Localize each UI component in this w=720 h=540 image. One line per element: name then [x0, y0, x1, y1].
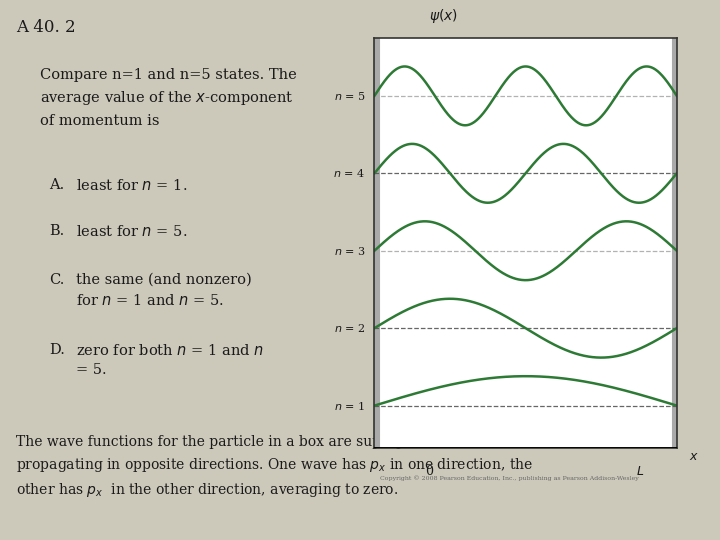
Text: C.: C.: [49, 273, 64, 287]
Text: A.: A.: [49, 178, 64, 192]
Text: the same (and nonzero)
for $n$ = 1 and $n$ = 5.: the same (and nonzero) for $n$ = 1 and $…: [76, 273, 251, 308]
Text: Compare n=1 and n=5 states. The
average value of the $x$-component
of momentum i: Compare n=1 and n=5 states. The average …: [40, 68, 297, 128]
Text: $n$ = 2: $n$ = 2: [334, 322, 365, 334]
Text: 0: 0: [425, 464, 433, 477]
Text: D.: D.: [49, 343, 65, 357]
Text: Copyright © 2008 Pearson Education, Inc., publishing as Pearson Addison-Wesley: Copyright © 2008 Pearson Education, Inc.…: [380, 475, 639, 481]
Text: The wave functions for the particle in a box are superpositions of waves
propaga: The wave functions for the particle in a…: [16, 435, 533, 499]
Text: $n$ = 5: $n$ = 5: [333, 90, 365, 102]
Text: $x$: $x$: [689, 450, 698, 463]
Text: $\psi(x)$: $\psi(x)$: [429, 8, 458, 25]
Text: $L$: $L$: [636, 464, 644, 477]
Text: $n$ = 4: $n$ = 4: [333, 167, 365, 179]
Text: $n$ = 3: $n$ = 3: [333, 245, 365, 256]
Text: least for $n$ = 5.: least for $n$ = 5.: [76, 224, 187, 239]
Text: least for $n$ = 1.: least for $n$ = 1.: [76, 178, 187, 193]
Text: zero for both $n$ = 1 and $n$
= 5.: zero for both $n$ = 1 and $n$ = 5.: [76, 343, 264, 377]
Text: A 40. 2: A 40. 2: [16, 19, 76, 36]
Text: B.: B.: [49, 224, 64, 238]
Text: $n$ = 1: $n$ = 1: [334, 400, 365, 411]
